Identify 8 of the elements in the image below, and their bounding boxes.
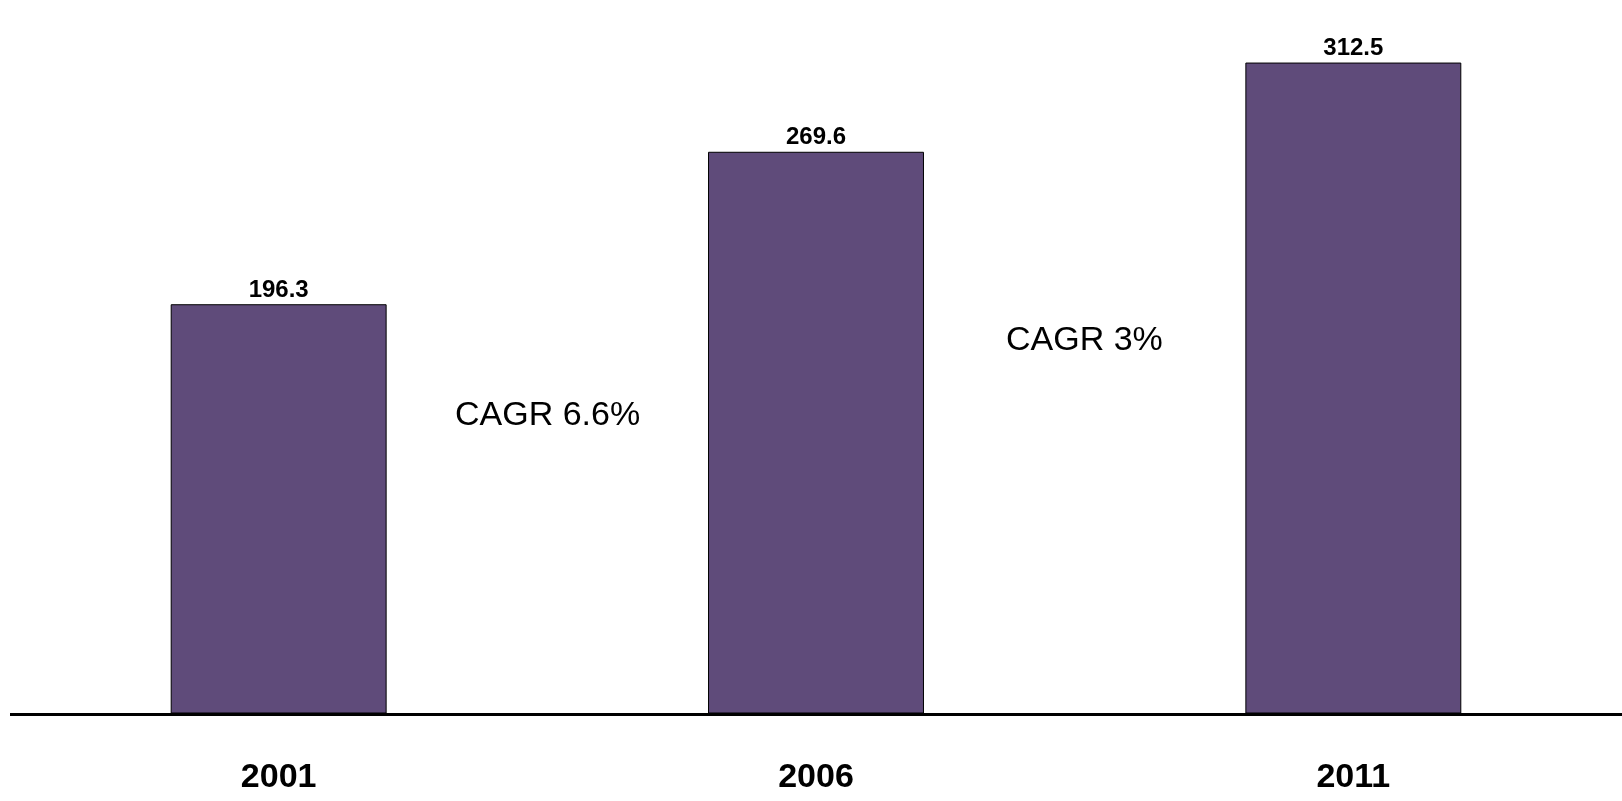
- x-tick-label: 2006: [778, 755, 854, 794]
- data-label: 312.5: [1323, 33, 1384, 61]
- x-tick-label: 2011: [1316, 755, 1391, 794]
- x-tick-label: 2001: [240, 755, 317, 794]
- data-label: 196.3: [248, 274, 309, 302]
- data-label: 269.6: [785, 122, 847, 150]
- annotation: CAGR 6.6%: [455, 394, 641, 432]
- annotation: CAGR 3%: [1006, 319, 1163, 357]
